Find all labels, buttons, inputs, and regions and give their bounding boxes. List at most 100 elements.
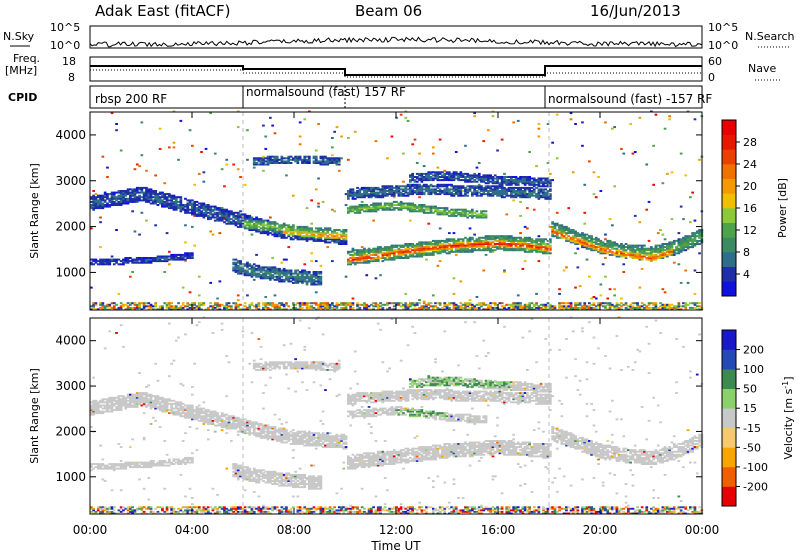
range-time-cell: [310, 233, 313, 236]
range-time-cell: [122, 191, 125, 194]
range-time-cell: [638, 305, 642, 308]
range-time-cell: [457, 213, 460, 216]
range-time-cell: [546, 182, 550, 185]
range-time-cell: [140, 121, 144, 124]
range-time-cell: [411, 143, 414, 146]
range-time-cell: [528, 186, 531, 189]
station-title: Adak East (fitACF): [95, 2, 230, 20]
range-time-cell: [303, 225, 307, 228]
range-time-cell: [516, 294, 520, 297]
range-time-cell: [147, 197, 151, 200]
range-time-cell: [243, 216, 247, 219]
range-time-cell: [420, 205, 424, 208]
range-time-cell: [207, 207, 210, 210]
range-time-cell: [266, 155, 270, 158]
range-time-cell: [266, 230, 270, 233]
range-time-cell: [266, 162, 270, 164]
range-time-cell: [487, 185, 490, 188]
range-time-cell: [278, 302, 281, 305]
range-time-cell: [436, 243, 440, 245]
range-time-cell: [319, 303, 323, 306]
range-time-cell: [468, 236, 472, 239]
range-time-cell: [101, 199, 105, 202]
range-time-cell: [353, 194, 357, 197]
range-time-cell: [413, 244, 417, 247]
range-time-cell: [317, 202, 320, 205]
range-time-cell: [328, 162, 332, 164]
range-time-cell: [473, 172, 476, 175]
range-time-cell: [181, 207, 185, 210]
range-time-cell: [379, 302, 382, 305]
range-time-cell: [220, 303, 224, 306]
range-time-cell: [491, 179, 495, 182]
range-time-cell: [427, 179, 431, 182]
range-time-cell: [468, 188, 472, 191]
range-time-cell: [386, 249, 389, 252]
range-time-cell: [604, 238, 607, 241]
range-time-cell: [319, 278, 323, 281]
range-time-cell: [551, 305, 554, 308]
range-time-cell: [156, 257, 160, 259]
range-time-cell: [569, 112, 573, 115]
range-time-cell: [289, 230, 293, 233]
range-time-cell: [294, 275, 297, 278]
range-time-cell: [553, 308, 557, 311]
range-time-cell: [404, 205, 408, 208]
range-time-cell: [292, 306, 295, 309]
range-time-cell: [152, 193, 155, 196]
range-time-cell: [505, 246, 509, 249]
range-time-cell: [264, 272, 268, 275]
range-time-cell: [679, 243, 683, 245]
range-time-cell: [152, 196, 155, 199]
range-time-cell: [560, 306, 564, 309]
range-time-cell: [122, 190, 125, 192]
range-time-cell: [248, 229, 252, 231]
range-time-cell: [510, 186, 513, 189]
range-time-cell: [498, 238, 502, 241]
range-time-cell: [239, 260, 242, 263]
range-time-cell: [624, 255, 628, 258]
range-time-cell: [331, 235, 334, 238]
range-time-cell: [342, 235, 346, 238]
range-time-cell: [457, 194, 460, 197]
range-time-cell: [521, 244, 525, 247]
range-time-cell: [578, 239, 582, 242]
range-time-cell: [319, 281, 323, 284]
range-time-cell: [257, 303, 261, 306]
range-time-cell: [177, 158, 180, 161]
range-time-cell: [471, 244, 474, 247]
range-time-cell: [461, 211, 465, 214]
range-time-cell: [124, 190, 128, 192]
range-time-cell: [647, 302, 651, 305]
range-time-cell: [432, 207, 435, 210]
range-time-cell: [562, 232, 566, 235]
range-time-cell: [383, 193, 387, 196]
range-time-cell: [103, 204, 107, 206]
range-time-cell: [257, 264, 261, 267]
range-time-cell: [367, 186, 371, 189]
range-time-cell: [259, 271, 263, 273]
range-time-cell: [471, 174, 474, 177]
range-time-cell: [335, 157, 339, 160]
range-time-cell: [349, 253, 352, 256]
range-time-cell: [489, 236, 492, 239]
range-time-cell: [448, 211, 451, 214]
range-time-cell: [101, 196, 105, 199]
range-time-cell: [441, 185, 444, 188]
range-time-cell: [349, 303, 352, 306]
range-time-cell: [399, 208, 403, 211]
range-time-cell: [452, 244, 456, 247]
range-time-cell: [691, 232, 694, 235]
range-time-cell: [523, 188, 527, 191]
range-time-cell: [535, 292, 538, 295]
range-time-cell: [363, 191, 366, 194]
range-time-cell: [549, 190, 552, 192]
range-time-cell: [429, 183, 433, 186]
range-time-cell: [331, 162, 334, 164]
range-time-cell: [220, 168, 224, 171]
range-time-cell: [409, 210, 412, 213]
range-time-cell: [661, 249, 665, 252]
range-time-cell: [498, 191, 502, 194]
range-time-cell: [298, 306, 302, 309]
range-time-cell: [576, 232, 580, 235]
